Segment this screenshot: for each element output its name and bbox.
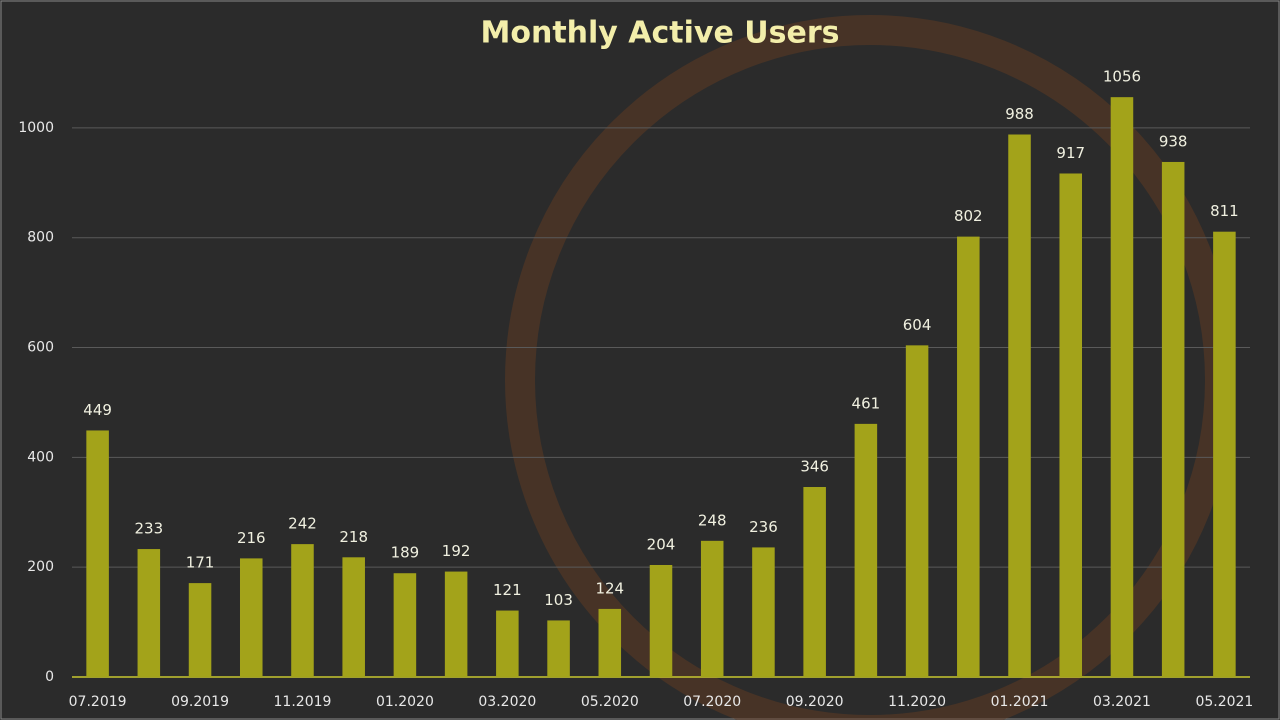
value-label: 988: [1005, 105, 1034, 123]
value-label: 192: [442, 542, 471, 560]
y-tick-label: 600: [27, 340, 54, 356]
y-tick-label: 200: [27, 559, 54, 575]
y-tick-label: 400: [27, 449, 54, 465]
bar: [188, 583, 212, 677]
bar: [496, 610, 519, 677]
y-tick-label: 1000: [18, 120, 54, 136]
x-tick-label: 01.2021: [991, 694, 1049, 710]
value-label: 103: [544, 591, 573, 609]
value-label: 204: [647, 535, 676, 553]
value-label: 248: [698, 511, 727, 529]
value-label: 1056: [1103, 68, 1141, 86]
chart-title: Monthly Active Users: [481, 16, 840, 51]
value-label: 461: [852, 394, 881, 412]
value-label: 124: [595, 579, 624, 597]
bar: [1213, 231, 1236, 678]
bar: [803, 487, 826, 677]
x-tick-label: 09.2020: [786, 694, 844, 710]
value-label: 242: [288, 515, 317, 533]
bar: [291, 544, 314, 677]
x-tick-label: 11.2019: [274, 694, 332, 710]
value-label: 233: [135, 520, 164, 538]
bar: [752, 547, 775, 677]
x-tick-label: 09.2019: [171, 694, 229, 710]
bar: [342, 557, 365, 677]
bar: [854, 423, 878, 677]
value-label: 811: [1210, 202, 1239, 220]
x-tick-label: 07.2019: [69, 694, 127, 710]
value-label: 236: [749, 518, 778, 536]
x-tick-label: 01.2020: [376, 694, 434, 710]
y-tick-label: 0: [45, 669, 54, 685]
x-tick-label: 11.2020: [888, 694, 946, 710]
bar: [1110, 97, 1134, 677]
value-label: 346: [800, 458, 829, 476]
bar: [598, 608, 622, 677]
bar: [137, 549, 161, 677]
value-label: 121: [493, 581, 522, 599]
bar: [649, 564, 673, 677]
bar: [1008, 134, 1031, 678]
x-tick-label: 07.2020: [683, 694, 741, 710]
value-label: 604: [903, 316, 932, 334]
bar: [393, 573, 417, 677]
bar: [905, 345, 929, 677]
value-label: 189: [391, 544, 420, 562]
bar: [700, 540, 724, 677]
value-label: 449: [83, 401, 112, 419]
bar: [957, 236, 980, 677]
bar: [1161, 161, 1185, 677]
value-label: 802: [954, 207, 983, 225]
value-label: 218: [339, 528, 368, 546]
value-label: 216: [237, 529, 266, 547]
bar: [547, 620, 570, 677]
bar: [444, 571, 468, 677]
x-tick-label: 05.2021: [1195, 694, 1253, 710]
value-label: 171: [186, 554, 215, 572]
x-tick-label: 05.2020: [581, 694, 639, 710]
bar: [86, 430, 109, 677]
value-label: 938: [1159, 132, 1188, 150]
y-tick-label: 800: [27, 230, 54, 246]
bar: [239, 558, 263, 677]
x-tick-label: 03.2021: [1093, 694, 1151, 710]
x-tick-label: 03.2020: [478, 694, 536, 710]
bar: [1059, 173, 1083, 677]
value-label: 917: [1056, 144, 1085, 162]
